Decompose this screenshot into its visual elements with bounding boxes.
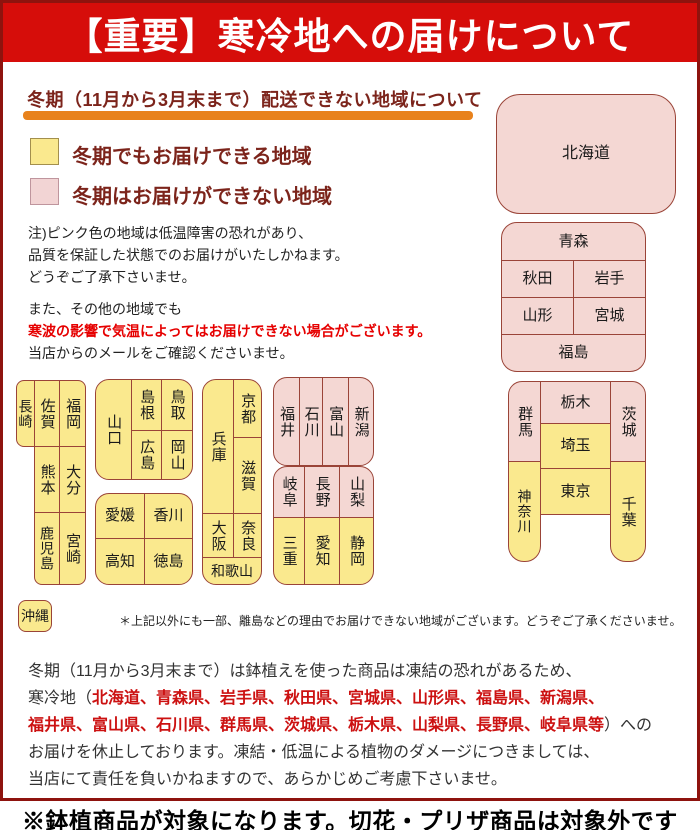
map-region-ehime: 愛媛 bbox=[95, 493, 145, 539]
deliverable-area-swatch bbox=[30, 138, 59, 165]
suspension-text: ）への bbox=[604, 717, 653, 734]
map-region-gifu: 岐阜 bbox=[273, 466, 305, 518]
map-region-ishikawa: 石川 bbox=[299, 377, 323, 466]
winter-suspension-paragraph: 冬期（11月から3月末まで）は鉢植えを使った商品は凍結の恐れがあるため、 寒冷地（… bbox=[28, 658, 690, 793]
section-heading: 冬期（11月から3月末まで）配送できない地域について bbox=[27, 90, 483, 110]
map-region-saga: 佐賀 bbox=[34, 380, 60, 447]
map-region-miyazaki: 宮崎 bbox=[59, 512, 86, 585]
map-region-shimane: 島根 bbox=[131, 379, 162, 431]
not-deliverable-area-swatch bbox=[30, 178, 59, 205]
pink-area-note-line3: どうぞご了承下さいませ。 bbox=[28, 269, 196, 285]
map-region-shizuoka: 静岡 bbox=[339, 517, 374, 585]
map-region-shiga: 滋賀 bbox=[233, 437, 262, 514]
map-region-nagasaki: 長崎 bbox=[16, 380, 35, 447]
suspension-text: 寒冷地（ bbox=[28, 690, 93, 707]
map-region-kochi: 高知 bbox=[95, 538, 145, 585]
title-banner: 【重要】寒冷地への届けについて bbox=[3, 3, 697, 62]
map-region-yamanashi: 山梨 bbox=[339, 466, 374, 518]
map-region-aomori: 青森 bbox=[501, 222, 646, 261]
map-region-nagano: 長野 bbox=[304, 466, 340, 518]
map-region-okayama: 岡山 bbox=[161, 430, 193, 480]
map-region-toyama: 富山 bbox=[322, 377, 349, 466]
map-region-kanagawa: 神奈川 bbox=[508, 461, 541, 562]
legend-label-not-deliverable: 冬期はお届けができない地域 bbox=[72, 186, 332, 208]
map-region-niigata: 新潟 bbox=[348, 377, 374, 466]
map-region-chiba: 千葉 bbox=[610, 461, 646, 562]
map-region-fukui: 福井 bbox=[273, 377, 300, 466]
map-region-fukushima: 福島 bbox=[501, 334, 646, 372]
map-region-mie: 三重 bbox=[273, 517, 305, 585]
map-region-kagoshima: 鹿児島 bbox=[34, 512, 60, 585]
map-region-ibaraki: 茨城 bbox=[610, 381, 646, 462]
map-region-aichi: 愛知 bbox=[304, 517, 340, 585]
suspension-text: 冬期（11月から3月末まで）は鉢植えを使った商品は凍結の恐れがあるため、 bbox=[28, 663, 582, 680]
potted-products-notice: ※鉢植商品が対象になります。切花・プリザ商品は対象外です bbox=[22, 808, 678, 830]
map-region-okinawa: 沖縄 bbox=[18, 600, 52, 632]
map-region-tokushima: 徳島 bbox=[144, 538, 193, 585]
pink-area-note: 注)ピンク色の地域は低温障害の恐れがあり、 品質を保証した状態でのお届けがいたし… bbox=[28, 222, 349, 288]
cold-wave-warning-text: 寒波の影響で気温によってはお届けできない場合がございます。 bbox=[28, 323, 432, 339]
map-region-fukuoka: 福岡 bbox=[59, 380, 86, 447]
suspension-text: お届けを休止しております。凍結・低温による植物のダメージにつきましては、 bbox=[28, 744, 600, 761]
map-region-tokyo: 東京 bbox=[540, 468, 611, 515]
map-region-gunma: 群馬 bbox=[508, 381, 541, 462]
remote-islands-footnote: ＊上記以外にも一部、離島などの理由でお届けできない地域がございます。どうぞご了承… bbox=[119, 614, 682, 628]
map-region-hyogo: 兵庫 bbox=[202, 379, 234, 514]
cold-region-prefecture-list: 福井県、富山県、石川県、群馬県、茨城県、栃木県、山梨県、長野県、岐阜県等 bbox=[28, 717, 605, 734]
page-title: 【重要】寒冷地への届けについて bbox=[65, 15, 635, 57]
map-region-miyagi: 宮城 bbox=[573, 297, 646, 335]
map-region-saitama: 埼玉 bbox=[540, 423, 611, 469]
pink-area-note-line2: 品質を保証した状態でのお届けがいたしかねます。 bbox=[28, 247, 349, 263]
map-region-kyoto: 京都 bbox=[233, 379, 262, 438]
cold-region-prefecture-list: 北海道、青森県、岩手県、秋田県、宮城県、山形県、福島県、新潟県、 bbox=[92, 690, 605, 707]
legend-label-deliverable: 冬期でもお届けできる地域 bbox=[72, 146, 312, 168]
map-region-oita: 大分 bbox=[59, 446, 86, 513]
other-area-note: また、その他の地域でも 寒波の影響で気温によってはお届けできない場合がございます… bbox=[28, 298, 431, 364]
map-region-iwate: 岩手 bbox=[573, 260, 646, 298]
map-region-kumamoto: 熊本 bbox=[34, 446, 60, 513]
map-region-osaka: 大阪 bbox=[202, 513, 234, 558]
map-region-yamagata: 山形 bbox=[501, 297, 574, 335]
map-region-tottori: 鳥取 bbox=[161, 379, 193, 431]
map-region-hokkaido: 北海道 bbox=[496, 94, 676, 214]
pink-area-note-line1: 注)ピンク色の地域は低温障害の恐れがあり、 bbox=[28, 225, 313, 241]
map-region-yamaguchi: 山口 bbox=[95, 379, 132, 480]
map-region-hiroshima: 広島 bbox=[131, 430, 162, 480]
map-region-akita: 秋田 bbox=[501, 260, 574, 298]
map-region-wakayama: 和歌山 bbox=[202, 557, 262, 585]
map-region-nara: 奈良 bbox=[233, 513, 262, 558]
heading-underline bbox=[23, 111, 473, 120]
suspension-text: 当店にて責任を負いかねますので、あらかじめご考慮下さいませ。 bbox=[28, 771, 507, 788]
map-region-kagawa: 香川 bbox=[144, 493, 193, 539]
map-region-tochigi: 栃木 bbox=[540, 381, 611, 424]
other-area-note-line3: 当店からのメールをご確認くださいませ。 bbox=[28, 345, 294, 361]
other-area-note-line1: また、その他の地域でも bbox=[28, 301, 182, 317]
